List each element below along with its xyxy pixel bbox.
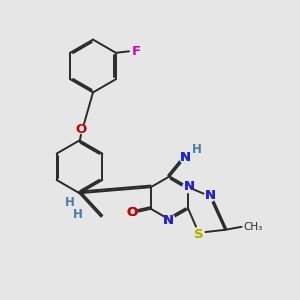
Circle shape — [204, 191, 215, 202]
Circle shape — [183, 182, 194, 193]
Circle shape — [164, 214, 175, 225]
Text: N: N — [179, 151, 191, 164]
Text: N: N — [163, 214, 174, 227]
Text: N: N — [205, 189, 216, 202]
Text: N: N — [179, 151, 191, 164]
Circle shape — [180, 152, 190, 163]
Text: N: N — [184, 180, 195, 193]
Text: N: N — [179, 151, 191, 164]
Text: S: S — [194, 227, 204, 241]
Text: N: N — [205, 189, 216, 202]
Text: O: O — [126, 206, 137, 219]
Text: O: O — [126, 206, 137, 219]
Text: S: S — [194, 227, 204, 241]
Text: H: H — [192, 143, 201, 156]
Text: O: O — [126, 206, 137, 219]
Text: N: N — [163, 214, 174, 227]
Circle shape — [126, 207, 137, 218]
Circle shape — [193, 227, 204, 238]
Text: CH₃: CH₃ — [244, 222, 263, 232]
Text: H: H — [65, 196, 75, 209]
Text: O: O — [75, 123, 87, 136]
Text: F: F — [131, 45, 141, 58]
Text: H: H — [73, 208, 83, 221]
Text: N: N — [184, 180, 195, 193]
